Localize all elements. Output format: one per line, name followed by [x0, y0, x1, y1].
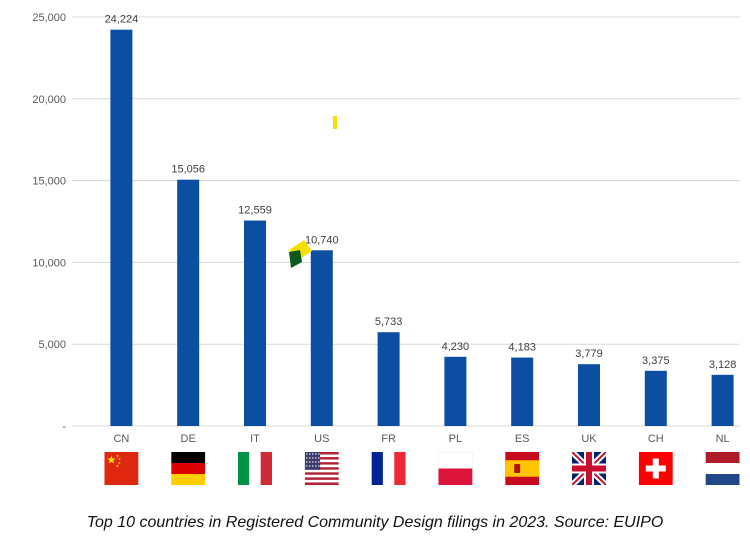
yellow-decoration — [289, 116, 337, 268]
italy-flag-icon — [238, 452, 272, 485]
country-flags — [104, 452, 740, 485]
uk-flag-icon — [572, 452, 606, 485]
y-axis-ticks: - 5,000 10,000 15,000 20,000 25,000 — [32, 12, 66, 433]
spain-flag-icon — [505, 452, 540, 485]
y-tick-label: 15,000 — [32, 176, 66, 188]
data-label-us: 10,740 — [305, 234, 339, 246]
bar-chart: - 5,000 10,000 15,000 20,000 25,000 24,224 15,… — [32, 12, 740, 485]
category-label-us: US — [314, 433, 329, 445]
category-label-uk: UK — [581, 433, 597, 445]
china-flag-icon — [104, 452, 139, 485]
bar-de — [177, 179, 200, 426]
poland-flag-icon — [438, 452, 473, 485]
y-tick-label: 20,000 — [32, 94, 66, 106]
netherlands-flag-icon — [705, 452, 740, 485]
y-tick-label: 25,000 — [32, 12, 66, 24]
bar-us — [310, 250, 333, 426]
data-label-es: 4,183 — [508, 342, 536, 354]
usa-flag-icon — [304, 452, 339, 485]
bar-es — [511, 357, 534, 426]
category-label-fr: FR — [381, 433, 396, 445]
category-label-es: ES — [515, 433, 530, 445]
x-axis-categories: CN DE IT US FR PL ES UK CH NL — [113, 433, 729, 445]
france-flag-icon — [371, 452, 406, 485]
bar-pl — [444, 356, 467, 426]
category-label-it: IT — [250, 433, 260, 445]
y-tick-label: 10,000 — [32, 257, 66, 269]
bar-it — [244, 220, 266, 426]
bar-uk — [578, 364, 600, 426]
bar-fr — [377, 332, 400, 426]
data-label-nl: 3,128 — [709, 359, 737, 371]
bars — [110, 29, 734, 426]
data-label-pl: 4,230 — [442, 341, 470, 353]
yellow-marker-icon — [333, 116, 337, 129]
figure-caption: Top 10 countries in Registered Community… — [86, 514, 664, 531]
data-label-uk: 3,779 — [575, 348, 603, 360]
category-label-de: DE — [181, 433, 196, 445]
bar-ch — [644, 370, 667, 426]
data-label-ch: 3,375 — [642, 355, 670, 367]
data-label-cn: 24,224 — [105, 14, 139, 26]
switzerland-flag-icon — [638, 452, 673, 485]
y-tick-label: - — [62, 421, 66, 433]
category-label-ch: CH — [648, 433, 664, 445]
data-label-it: 12,559 — [238, 205, 272, 217]
y-tick-label: 5,000 — [38, 339, 66, 351]
category-label-pl: PL — [449, 433, 462, 445]
gridlines — [72, 16, 740, 427]
data-label-fr: 5,733 — [375, 316, 403, 328]
germany-flag-icon — [171, 452, 206, 485]
bar-cn — [110, 29, 133, 426]
data-label-de: 15,056 — [171, 164, 205, 176]
green-highlight-icon — [289, 250, 302, 268]
data-labels: 24,224 15,056 12,559 10,740 5,733 4,230 4,183 3… — [105, 14, 737, 371]
category-label-cn: CN — [113, 433, 129, 445]
bar-nl — [711, 374, 734, 426]
category-label-nl: NL — [716, 433, 730, 445]
